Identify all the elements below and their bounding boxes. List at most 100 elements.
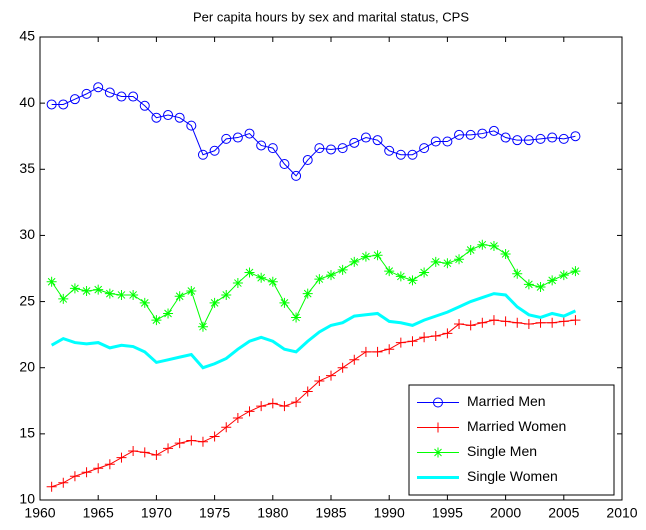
marker [419,143,430,154]
marker [197,321,208,332]
marker [186,120,197,131]
marker [46,99,57,110]
marker [535,133,546,144]
marker [267,398,278,409]
marker [337,264,348,275]
marker [314,274,325,285]
legend-label: Married Men [467,393,546,409]
marker [500,248,511,259]
marker [535,317,546,328]
marker [488,241,499,252]
marker [104,288,115,299]
legend-marker [433,447,443,458]
chart-title: Per capita hours by sex and marital stat… [193,9,469,24]
marker [535,282,546,293]
marker [360,132,371,143]
marker [232,412,243,423]
marker [477,317,488,328]
marker [488,125,499,136]
marker [360,251,371,262]
marker [372,346,383,357]
marker [139,100,150,111]
marker [174,112,185,123]
marker [558,316,569,327]
marker [256,140,267,151]
y-tick-label: 30 [19,226,35,242]
marker [547,275,558,286]
marker [523,135,534,146]
marker [81,467,92,478]
marker [221,289,232,300]
marker [500,132,511,143]
marker [512,268,523,279]
series-line [51,319,576,488]
marker [570,315,581,326]
marker [197,149,208,160]
marker [81,285,92,296]
x-tick-label: 1975 [199,505,230,521]
marker [547,317,558,328]
x-tick-label: 1995 [432,505,463,521]
marker [279,401,290,412]
marker [139,297,150,308]
marker [395,271,406,282]
marker [407,275,418,286]
marker [395,337,406,348]
marker [407,336,418,347]
legend-marker [433,422,443,433]
marker [69,94,80,105]
marker [116,452,127,463]
marker [314,143,325,154]
marker [384,266,395,277]
y-tick-label: 10 [19,491,35,507]
marker [465,244,476,255]
marker [326,144,336,155]
marker [163,308,174,319]
marker [500,316,511,327]
marker [384,344,395,355]
marker [279,297,290,308]
marker [477,239,488,250]
marker [232,278,243,289]
marker [512,135,523,146]
marker [104,87,115,98]
marker [93,463,104,474]
marker [93,284,104,295]
x-tick-label: 1965 [83,505,114,521]
y-tick-label: 35 [19,160,35,176]
x-tick-label: 1960 [24,505,55,521]
marker [454,319,465,330]
marker [349,354,360,365]
marker [163,110,174,121]
marker [523,279,534,290]
marker [326,370,336,381]
marker [442,258,453,269]
y-tick-label: 20 [19,358,35,374]
marker [302,155,313,166]
marker [488,315,499,326]
marker [93,82,104,93]
marker [302,386,313,397]
marker [570,131,581,142]
marker [209,431,220,442]
marker [151,450,162,461]
marker [360,346,371,357]
x-tick-label: 2005 [548,505,579,521]
marker [69,471,80,482]
marker [454,129,465,140]
marker [547,132,558,143]
marker [46,481,57,492]
marker [221,133,232,144]
y-tick-label: 25 [19,292,35,308]
marker [186,435,197,446]
y-tick-label: 40 [19,94,35,110]
marker [186,285,197,296]
axes-box [39,36,623,501]
marker [116,91,127,102]
marker [326,270,336,281]
marker [465,320,476,331]
series-line [51,86,576,177]
marker [163,443,174,454]
